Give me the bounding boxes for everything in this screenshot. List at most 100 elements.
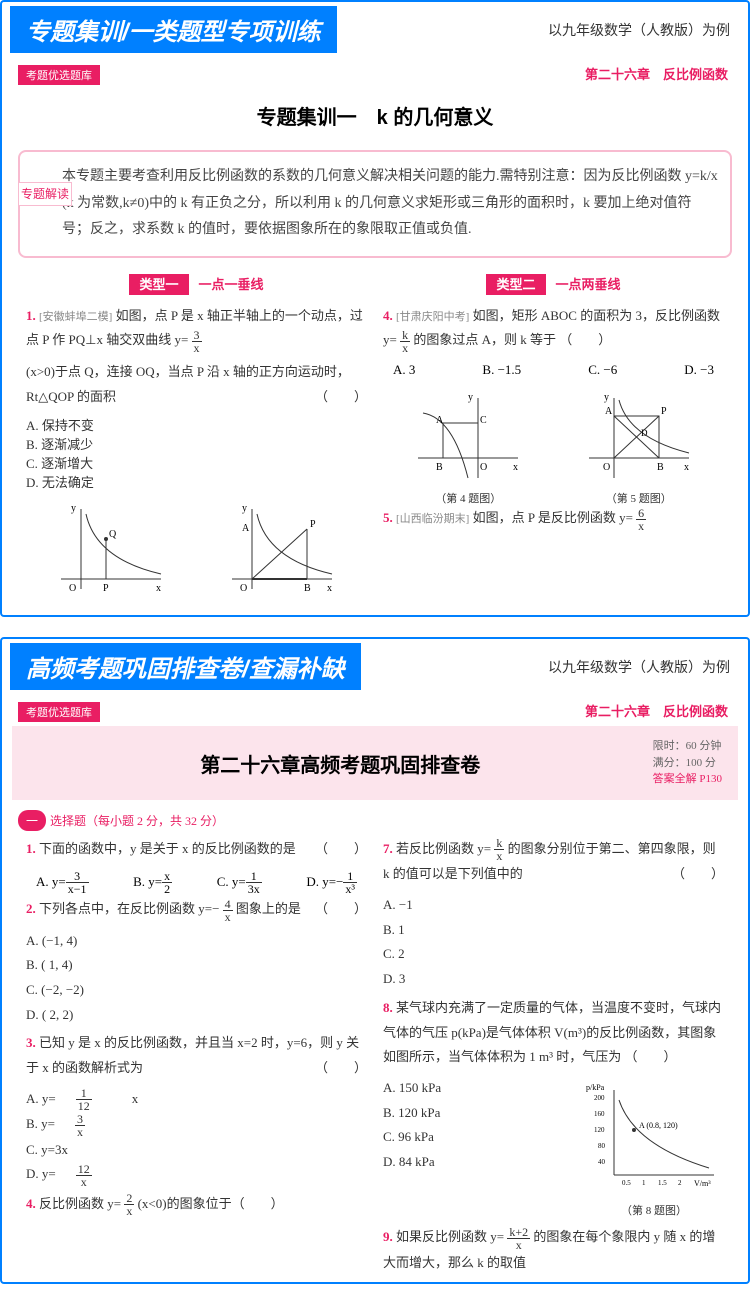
eq8-blank: （ ）: [625, 1049, 677, 1064]
exam-score: 满分：100 分: [653, 755, 722, 772]
diag-q5: PADBOxy: [579, 388, 699, 488]
eq2-blank: （ ）: [315, 897, 367, 922]
eq7-a: A. −1: [383, 893, 547, 918]
svg-text:V/m³: V/m³: [694, 1179, 711, 1188]
chapter-1: 第二十六章 反比例函数: [565, 60, 748, 87]
svg-text:x: x: [327, 583, 332, 594]
svg-text:B: B: [304, 583, 311, 594]
svg-text:A (0.8, 120): A (0.8, 120): [639, 1121, 678, 1130]
eq1-text: 下面的函数中，y 是关于 x 的反比例函数的是: [39, 841, 296, 856]
pink-tag-2: 考题优选题库: [18, 702, 100, 722]
eq1-d: D. y=−1x³: [306, 870, 357, 896]
section2-title: 高频考题巩固排查卷/查漏补缺: [10, 643, 361, 690]
svg-text:1.5: 1.5: [658, 1179, 667, 1187]
svg-text:y: y: [71, 503, 76, 514]
eq3-c: C. y=3x: [26, 1138, 190, 1163]
section1-subtitle: 以九年级数学（人教版）为例: [548, 20, 740, 40]
q8-graph: p/kPaV/m³ 2001601208040 0.511.52 A (0.8,…: [584, 1080, 724, 1222]
svg-text:A: A: [436, 415, 444, 426]
q1-opts: A. 保持不变 B. 逐渐减少 C. 逐渐增大 D. 无法确定: [26, 415, 367, 491]
exam-title: 第二十六章高频考题巩固排查卷: [28, 749, 653, 778]
q4-blank: （ ）: [559, 332, 611, 347]
section1-title: 专题集训/一类题型专项训练: [10, 6, 337, 53]
intro-box: 专题解读 本专题主要考查利用反比例函数的系数的几何意义解决相关问题的能力.需特别…: [18, 150, 732, 258]
svg-text:B: B: [657, 462, 664, 473]
svg-text:x: x: [156, 583, 161, 594]
svg-text:y: y: [242, 503, 247, 514]
type2-text: 一点两垂线: [556, 277, 621, 292]
eq4-t2: (x<0)的图象位于（ ）: [138, 1196, 284, 1211]
main-title-1: 专题集训一 k 的几何意义: [2, 89, 748, 142]
eq2-c: C. (−2, −2): [26, 978, 190, 1003]
section2-subtitle: 以九年级数学（人教版）为例: [548, 657, 740, 677]
question-1: 1. [安徽蚌埠二模] 如图，点 P 是 x 轴正半轴上的一个动点，过点 P 作…: [26, 304, 367, 354]
q1-opt-d: D. 无法确定: [26, 472, 190, 491]
svg-text:A: A: [605, 406, 613, 417]
svg-text:1: 1: [642, 1179, 646, 1187]
q4-text2: 的图象过点 A，则 k 等于: [413, 332, 556, 347]
eq7-d: D. 3: [383, 967, 547, 992]
q1-opt-b: B. 逐渐减少: [26, 434, 190, 453]
columns-1: 类型一 一点一垂线 1. [安徽蚌埠二模] 如图，点 P 是 x 轴正半轴上的一…: [2, 266, 748, 616]
eq3-b: B. y=3x: [26, 1112, 190, 1138]
choice-section-label: 一 选择题（每小题 2 分，共 32 分）: [2, 800, 748, 837]
eq3-text: 已知 y 是 x 的反比例函数，并且当 x=2 时，y=6，则 y 关于 x 的…: [26, 1035, 359, 1075]
eq2-t1: 下列各点中，在反比例函数 y=−: [39, 901, 219, 916]
q1-opt-c: C. 逐渐增大: [26, 453, 190, 472]
q4-diagrams: ACBOxy （第 4 题图） PADBOxy （第 5 题图）: [383, 388, 724, 506]
q1-text2-line: (x>0)于点 Q，连接 OQ，当点 P 沿 x 轴的正方向运动时，Rt△QOP…: [26, 360, 367, 409]
svg-text:D: D: [641, 428, 648, 438]
eq3-opts: A. y=112x B. y=3x C. y=3x D. y=12x: [26, 1087, 367, 1188]
chapter-bar-2: 考题优选题库 第二十六章 反比例函数: [2, 694, 748, 726]
eq7-b: B. 1: [383, 918, 547, 943]
svg-text:120: 120: [594, 1126, 605, 1134]
exam-questions: 1. 下面的函数中，y 是关于 x 的反比例函数的是 （ ） A. y=3x−1…: [2, 837, 748, 1282]
svg-text:0.5: 0.5: [622, 1179, 631, 1187]
diag-q4: ACBOxy: [408, 388, 528, 488]
eq9-t1: 如果反比例函数 y=: [396, 1229, 504, 1244]
section-exam: 高频考题巩固排查卷/查漏补缺 以九年级数学（人教版）为例 考题优选题库 第二十六…: [0, 637, 750, 1283]
diag5-wrap: PADBOxy （第 5 题图）: [579, 388, 699, 506]
svg-text:O: O: [480, 462, 487, 473]
type1-tag: 类型一: [129, 274, 188, 295]
q4-opt-c: C. −6: [588, 362, 617, 378]
eq1-a: A. y=3x−1: [36, 870, 89, 896]
diag4-cap: （第 4 题图）: [408, 490, 528, 506]
q1-num: 1.: [26, 308, 36, 323]
eq9: 9. 如果反比例函数 y= k+2x 的图象在每个象限内 y 随 x 的增大而增…: [383, 1225, 724, 1275]
eq1-blank: （ ）: [315, 837, 367, 862]
svg-text:P: P: [103, 583, 109, 594]
q8-cap: （第 8 题图）: [584, 1201, 724, 1222]
intro-text: 本专题主要考查利用反比例函数的系数的几何意义解决相关问题的能力.需特别注意：因为…: [32, 164, 718, 244]
eq7-blank: （ ）: [672, 862, 724, 887]
q4-opts: A. 3 B. −1.5 C. −6 D. −3: [383, 360, 724, 380]
q4-src: [甘肃庆阳中考]: [396, 311, 469, 323]
chapter-bar-1: 考题优选题库 第二十六章 反比例函数: [2, 57, 748, 89]
pink-tag-1: 考题优选题库: [18, 65, 100, 85]
svg-text:160: 160: [594, 1110, 605, 1118]
eq9-num: 9.: [383, 1229, 393, 1244]
svg-text:C: C: [480, 415, 487, 426]
eq2-opts: A. (−1, 4) B. ( 1, 4) C. (−2, −2) D. ( 2…: [26, 929, 367, 1028]
svg-text:x: x: [684, 462, 689, 473]
eq1: 1. 下面的函数中，y 是关于 x 的反比例函数的是 （ ）: [26, 837, 367, 862]
q1-frac: 3x: [192, 329, 202, 354]
svg-text:80: 80: [598, 1142, 606, 1150]
eq3-blank: （ ）: [315, 1056, 367, 1081]
eq8-num: 8.: [383, 1000, 393, 1015]
svg-text:B: B: [436, 462, 443, 473]
eq4-t1: 反比例函数 y=: [39, 1196, 121, 1211]
exam-ans: 答案全解 P130: [653, 771, 722, 788]
eq2-b: B. ( 1, 4): [26, 953, 190, 978]
q5-frac: 6x: [636, 507, 646, 532]
svg-text:x: x: [513, 462, 518, 473]
eq3-d: D. y=12x: [26, 1162, 190, 1188]
svg-text:O: O: [240, 583, 247, 594]
q1-src: [安徽蚌埠二模]: [39, 311, 112, 323]
q4-frac: kx: [400, 329, 410, 354]
eq3-a: A. y=112x: [26, 1087, 190, 1113]
eq7: 7. 若反比例函数 y= kx 的图象分别位于第二、第四象限，则 k 的值可以是…: [383, 837, 724, 887]
diag-q1b: PBOAxy: [222, 499, 342, 599]
svg-text:2: 2: [678, 1179, 682, 1187]
eq4-num: 4.: [26, 1196, 36, 1211]
